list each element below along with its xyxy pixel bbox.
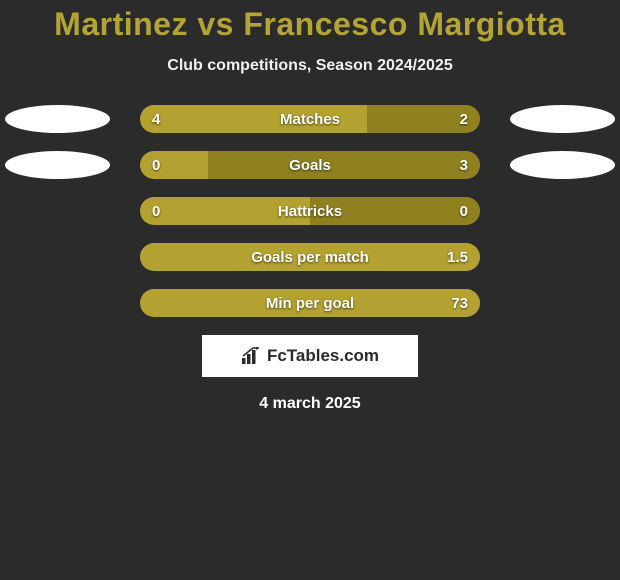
stats-rows: 4Matches20Goals30Hattricks0Goals per mat… — [0, 105, 620, 317]
stat-bar: Min per goal73 — [140, 289, 480, 317]
stat-label: Hattricks — [140, 197, 480, 225]
chart-icon — [241, 347, 261, 365]
stat-right-value: 2 — [460, 105, 468, 133]
stat-label: Min per goal — [140, 289, 480, 317]
brand-text: FcTables.com — [267, 346, 379, 366]
comparison-widget: Martinez vs Francesco Margiotta Club com… — [0, 0, 620, 413]
stat-label: Matches — [140, 105, 480, 133]
page-title: Martinez vs Francesco Margiotta — [0, 6, 620, 43]
stat-row: Min per goal73 — [0, 289, 620, 317]
stat-row: 4Matches2 — [0, 105, 620, 133]
player-right-oval — [510, 105, 615, 133]
stat-right-value: 73 — [451, 289, 468, 317]
stat-right-value: 1.5 — [447, 243, 468, 271]
stat-bar: Goals per match1.5 — [140, 243, 480, 271]
stat-label: Goals — [140, 151, 480, 179]
stat-row: 0Hattricks0 — [0, 197, 620, 225]
player-left-oval — [5, 105, 110, 133]
stat-row: Goals per match1.5 — [0, 243, 620, 271]
brand-box[interactable]: FcTables.com — [202, 335, 418, 377]
subtitle: Club competitions, Season 2024/2025 — [0, 57, 620, 75]
stat-bar: 0Hattricks0 — [140, 197, 480, 225]
stat-bar: 4Matches2 — [140, 105, 480, 133]
date-label: 4 march 2025 — [0, 395, 620, 413]
player-right-oval — [510, 151, 615, 179]
stat-right-value: 3 — [460, 151, 468, 179]
stat-right-value: 0 — [460, 197, 468, 225]
player-left-oval — [5, 151, 110, 179]
stat-label: Goals per match — [140, 243, 480, 271]
stat-bar: 0Goals3 — [140, 151, 480, 179]
stat-row: 0Goals3 — [0, 151, 620, 179]
